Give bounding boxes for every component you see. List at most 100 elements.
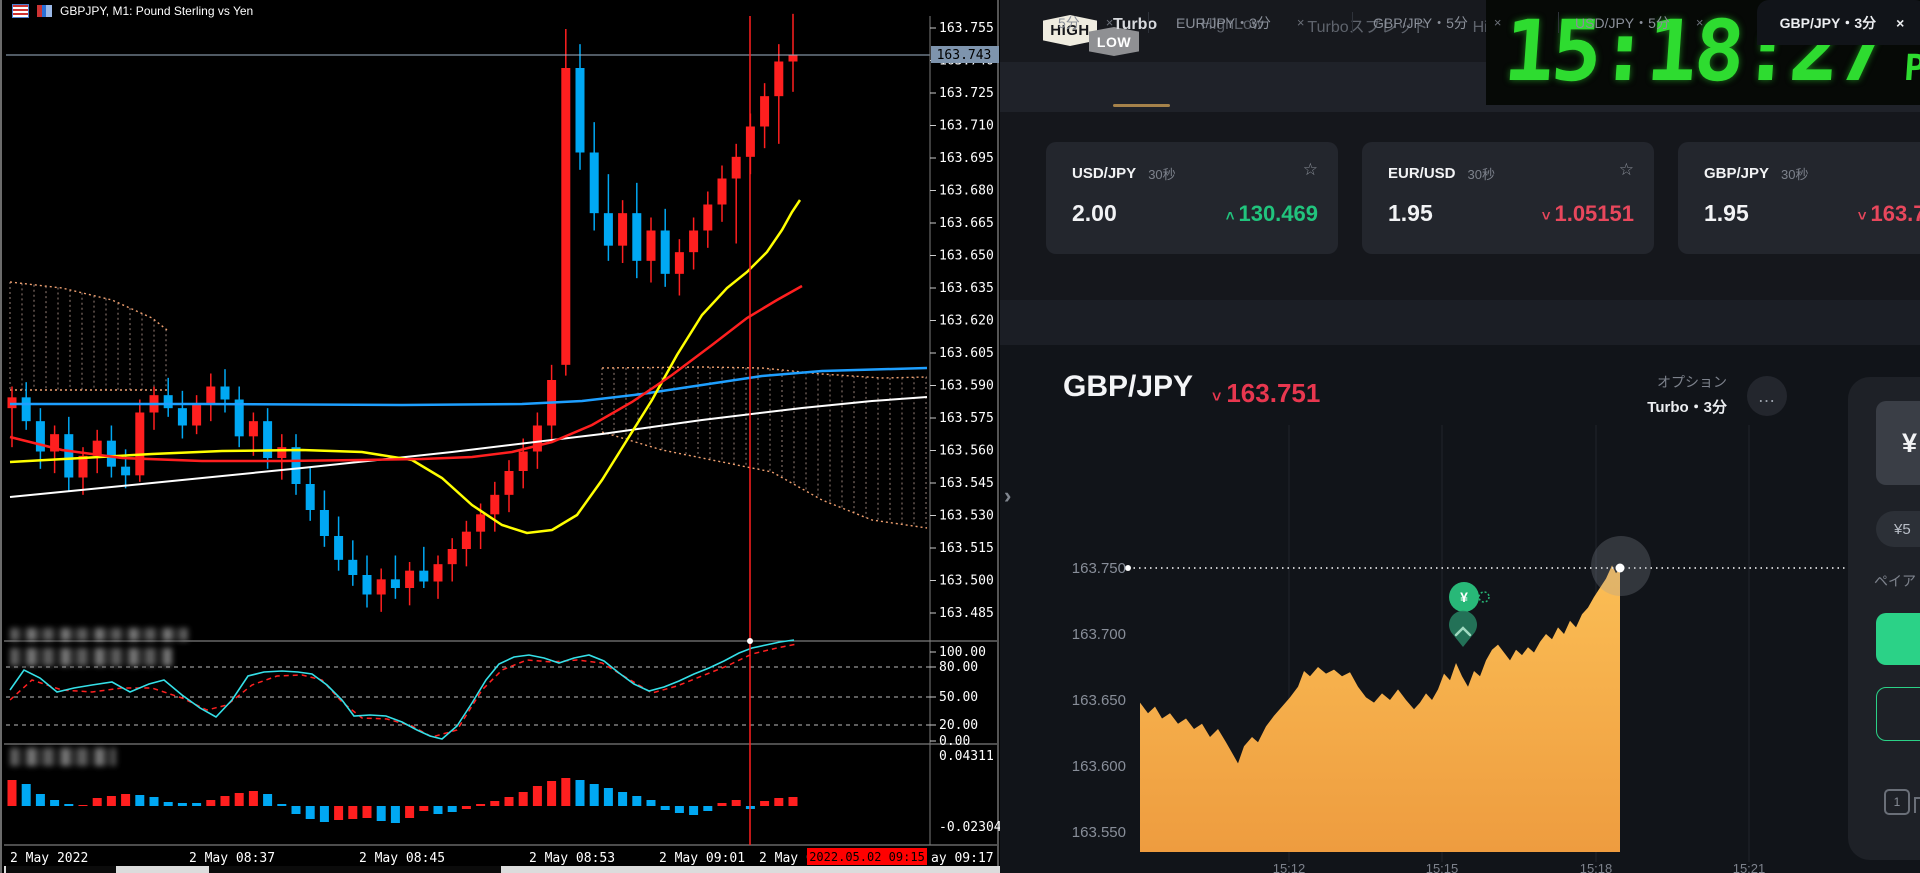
svg-text:163.680: 163.680 (939, 184, 994, 199)
close-icon[interactable]: × (1105, 15, 1114, 30)
one-click-extra-icon (1914, 797, 1920, 813)
amount-input[interactable]: ¥ (1876, 401, 1920, 485)
price-area-chart[interactable]: ¥ (1000, 345, 1920, 873)
close-icon[interactable]: × (1296, 15, 1305, 30)
favorite-star-icon[interactable]: ☆ (1302, 160, 1318, 179)
mt4-chart[interactable]: 163.755163.740163.725163.710163.695163.6… (2, 0, 1000, 873)
mt4-quotes-icon (12, 4, 29, 18)
svg-text:2022.05.02 09:15: 2022.05.02 09:15 (809, 850, 925, 864)
tab-divider (1558, 12, 1559, 33)
svg-text:163.650: 163.650 (939, 249, 994, 264)
svg-text:163.500: 163.500 (939, 574, 994, 589)
favorite-star-icon[interactable]: ☆ (1618, 160, 1634, 179)
svg-text:-0.02304: -0.02304 (939, 820, 1000, 835)
svg-text:2 May 09:01: 2 May 09:01 (659, 851, 745, 866)
pair-payout: 1.95 (1704, 200, 1749, 226)
chart-pair-title: GBP/JPY (1063, 370, 1194, 403)
redacted-indicator-label-macd (10, 748, 116, 766)
chart-tab-label: EUR/JPY・3分 (1176, 14, 1271, 31)
pair-payout: 1.95 (1388, 200, 1433, 226)
chart-tab-gbpjpy-3m-active[interactable]: GBP/JPY・3分 × (1757, 0, 1920, 45)
chart-tab-usdjpy-5m[interactable]: USD/JPY・5分 × (1575, 0, 1704, 45)
pair-card-eurusd[interactable]: EUR/USD 30秒 ☆ 1.95 ˅ 1.05151 (1362, 142, 1654, 254)
svg-text:2 May 08:45: 2 May 08:45 (359, 851, 445, 866)
svg-text:¥: ¥ (1460, 589, 1468, 605)
svg-text:2 May 08:37: 2 May 08:37 (189, 851, 275, 866)
more-options-button[interactable]: … (1747, 376, 1787, 416)
svg-text:0.00: 0.00 (939, 734, 970, 749)
tab-turbo-spread[interactable]: Turboスプレッド (1307, 19, 1429, 36)
mt4-chart-title: GBPJPY, M1: Pound Sterling vs Yen (60, 4, 254, 18)
svg-text:50.00: 50.00 (939, 690, 978, 705)
pair-price: 163.751 (1870, 201, 1920, 226)
svg-text:163.575: 163.575 (939, 411, 994, 426)
x-axis-label: 15:15 (1425, 861, 1459, 873)
highlow-app: HIGH LOW Turbo HighLow Turboスプレッド HighLo… (1000, 0, 1920, 873)
pair-payout: 2.00 (1072, 200, 1117, 226)
option-label: オプション (1657, 374, 1727, 390)
logo-high-badge: HIGH (1043, 15, 1097, 46)
option-value: Turbo・3分 (1647, 399, 1727, 416)
chart-tab-label: GBP/JPY・3分 (1779, 14, 1877, 31)
direction-down-icon: ˅ (1857, 208, 1867, 225)
svg-text:2 May 0: 2 May 0 (759, 851, 814, 866)
low-button[interactable] (1876, 687, 1920, 741)
redacted-label (10, 628, 188, 641)
chart-tab-label: USD/JPY・5分 (1575, 14, 1670, 31)
svg-text:100.00: 100.00 (939, 645, 986, 660)
mt4-title-bar: GBPJPY, M1: Pound Sterling vs Yen (12, 3, 253, 19)
active-tab-underline (1113, 104, 1170, 107)
highlow-logo[interactable]: HIGH LOW (1043, 15, 1143, 59)
chevron-right-icon[interactable]: › (1004, 483, 1012, 508)
taskbar-item (6, 866, 116, 873)
mt4-chart-icon (37, 5, 52, 17)
close-icon[interactable]: × (1896, 14, 1905, 31)
mt4-bottom-strip (4, 866, 1000, 873)
tab-divider (1148, 12, 1149, 33)
chart-tab-eurjpy-3m[interactable]: EUR/JPY・3分 × (1176, 0, 1305, 45)
svg-text:163.590: 163.590 (939, 379, 994, 394)
direction-down-icon: ˅ (1212, 389, 1222, 406)
y-axis-label: 163.750 (1071, 560, 1126, 577)
pair-card-gbpjpy[interactable]: GBP/JPY 30秒 ☆ 1.95 ˅ 163.751 (1678, 142, 1920, 254)
pair-card-usdjpy[interactable]: USD/JPY 30秒 ☆ 2.00 ˄ 130.469 (1046, 142, 1338, 254)
chart-tab-label: GBP/JPY・5分 (1373, 14, 1468, 31)
y-axis-label: 163.600 (1071, 758, 1126, 775)
x-axis-label: 15:18 (1579, 861, 1613, 873)
svg-text:0.04311: 0.04311 (939, 749, 994, 764)
close-icon[interactable]: × (1695, 15, 1704, 30)
chart-current-price: ˅ 163.751 (1212, 378, 1320, 409)
svg-text:163.545: 163.545 (939, 476, 994, 491)
mt4-window: GBPJPY, M1: Pound Sterling vs Yen 163.75… (0, 0, 1000, 873)
y-axis-label: 163.550 (1071, 824, 1126, 841)
chart-tab-label: 5分 (1058, 14, 1080, 31)
tab-turbo[interactable]: Turbo (1113, 16, 1158, 33)
svg-text:2 May 2022: 2 May 2022 (10, 851, 88, 866)
close-icon[interactable]: × (1493, 15, 1502, 30)
svg-text:163.710: 163.710 (939, 119, 994, 134)
amount-preset-chip[interactable]: ¥5 (1876, 511, 1920, 547)
tab-highlow[interactable]: HighLow (1201, 16, 1264, 33)
x-axis-label: 15:12 (1272, 861, 1306, 873)
svg-text:163.695: 163.695 (939, 151, 994, 166)
chart-tab-gbpjpy-5m[interactable]: GBP/JPY・5分 × (1373, 0, 1502, 45)
high-button[interactable] (1876, 613, 1920, 665)
svg-text:163.743: 163.743 (937, 48, 992, 63)
svg-text:163.635: 163.635 (939, 281, 994, 296)
redacted-indicator-label-rsi (10, 648, 172, 666)
direction-up-icon: ˄ (1225, 208, 1235, 225)
svg-text:163.605: 163.605 (939, 346, 994, 361)
x-axis-label: 15:21 (1732, 861, 1766, 873)
payout-label: ペイア (1874, 573, 1916, 589)
pair-name: EUR/USD (1388, 165, 1456, 182)
taskbar-item (209, 866, 501, 873)
pair-name: USD/JPY (1072, 165, 1137, 182)
chart-tab-partial[interactable]: 5分 × (1058, 0, 1113, 45)
svg-text:163.725: 163.725 (939, 86, 994, 101)
pair-name: GBP/JPY (1704, 165, 1770, 182)
one-click-trade-icon[interactable]: 1 (1884, 789, 1910, 815)
y-axis-label: 163.650 (1071, 692, 1126, 709)
tab-divider (1352, 12, 1353, 33)
svg-text:80.00: 80.00 (939, 660, 978, 675)
